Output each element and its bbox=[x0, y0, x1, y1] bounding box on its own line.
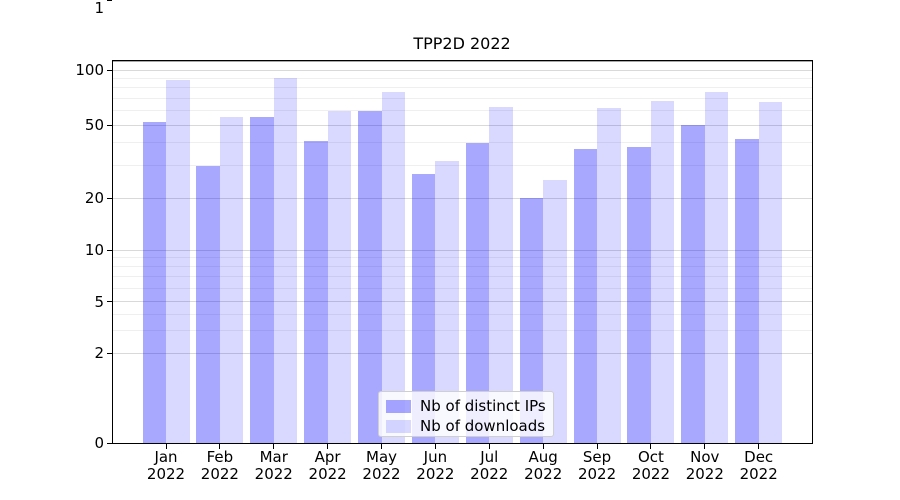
legend: Nb of distinct IPs Nb of downloads bbox=[378, 391, 554, 437]
gridline-50 bbox=[113, 124, 812, 126]
x-tick-feb bbox=[219, 444, 221, 449]
y-tick-2 bbox=[107, 352, 112, 354]
gridline-minor-4 bbox=[113, 313, 812, 315]
bar-downloads-feb bbox=[219, 117, 244, 443]
gridline-minor-6 bbox=[113, 287, 812, 289]
y-tick-0 bbox=[107, 442, 112, 444]
gridline-minor-9 bbox=[113, 257, 812, 259]
x-tick-jul bbox=[488, 444, 490, 449]
gridline-20 bbox=[113, 197, 812, 199]
y-tick-label-10: 10 bbox=[84, 241, 104, 259]
y-tick-label-100: 100 bbox=[75, 61, 104, 79]
bar-downloads-jan bbox=[166, 80, 190, 443]
gridline-2 bbox=[113, 352, 812, 354]
bar-downloads-aug bbox=[543, 180, 567, 443]
gridline-minor-3 bbox=[113, 329, 812, 331]
gridline-minor-7 bbox=[113, 276, 812, 278]
bar-ips-may bbox=[358, 110, 382, 443]
legend-item-downloads: Nb of downloads bbox=[379, 416, 553, 436]
y-tick-5 bbox=[107, 301, 112, 303]
y-tick-100 bbox=[107, 69, 112, 71]
y-tick-20 bbox=[107, 197, 112, 199]
bar-ips-apr bbox=[304, 140, 328, 443]
y-tick-10 bbox=[107, 249, 112, 251]
x-tick-sep bbox=[596, 444, 598, 449]
x-tick-label-jul: Jul 2022 bbox=[470, 448, 509, 483]
y-tick-1 bbox=[107, 0, 112, 1]
x-tick-dec bbox=[758, 444, 760, 449]
gridline-minor-80 bbox=[113, 87, 812, 89]
y-tick-label-0: 0 bbox=[94, 434, 104, 452]
x-tick-mar bbox=[273, 444, 275, 449]
legend-swatch-downloads bbox=[386, 419, 411, 433]
x-tick-aug bbox=[542, 444, 544, 449]
x-tick-may bbox=[381, 444, 383, 449]
gridline-minor-90 bbox=[113, 77, 812, 79]
bar-ips-jul bbox=[465, 142, 490, 443]
legend-swatch-distinct-ips bbox=[386, 399, 411, 413]
y-tick-50 bbox=[107, 124, 112, 126]
bar-downloads-nov bbox=[704, 91, 729, 443]
gridline-minor-40 bbox=[113, 142, 812, 144]
y-tick-label-2: 2 bbox=[94, 344, 104, 363]
bar-ips-dec bbox=[735, 138, 759, 443]
gridline-10 bbox=[113, 249, 812, 251]
x-tick-label-aug: Aug 2022 bbox=[524, 448, 563, 483]
x-tick-label-nov: Nov 2022 bbox=[685, 448, 724, 483]
bar-downloads-jun bbox=[435, 160, 459, 443]
gridline-minor-8 bbox=[113, 266, 812, 268]
bar-ips-jun bbox=[411, 174, 436, 443]
bar-ips-feb bbox=[196, 165, 220, 443]
bar-downloads-oct bbox=[650, 100, 675, 443]
x-tick-label-apr: Apr 2022 bbox=[308, 448, 347, 483]
gridline-minor-60 bbox=[113, 110, 812, 112]
x-tick-label-sep: Sep 2022 bbox=[577, 448, 617, 483]
bar-ips-sep bbox=[573, 149, 598, 443]
bar-ips-oct bbox=[627, 147, 651, 443]
gridline-5 bbox=[113, 301, 812, 303]
y-tick-label-20: 20 bbox=[84, 189, 104, 208]
x-tick-label-jan: Jan 2022 bbox=[146, 448, 186, 483]
bar-downloads-may bbox=[381, 91, 406, 443]
gridline-1 bbox=[113, 61, 812, 62]
bar-ips-jan bbox=[142, 121, 166, 443]
x-tick-apr bbox=[327, 444, 329, 449]
bar-downloads-dec bbox=[758, 101, 783, 443]
x-tick-nov bbox=[704, 444, 706, 449]
legend-item-distinct-ips: Nb of distinct IPs bbox=[379, 396, 553, 416]
y-tick-label-5: 5 bbox=[94, 292, 104, 311]
legend-label-distinct-ips: Nb of distinct IPs bbox=[420, 397, 546, 415]
bar-ips-nov bbox=[681, 125, 705, 443]
x-tick-jun bbox=[434, 444, 436, 449]
x-tick-label-dec: Dec 2022 bbox=[739, 448, 778, 483]
gridline-minor-30 bbox=[113, 165, 812, 167]
x-tick-label-may: May 2022 bbox=[362, 448, 401, 483]
plot-area bbox=[112, 60, 813, 444]
x-tick-oct bbox=[650, 444, 652, 449]
bar-ips-mar bbox=[250, 117, 274, 443]
x-tick-jan bbox=[165, 444, 167, 449]
gridline-minor-70 bbox=[113, 97, 812, 99]
gridline-100 bbox=[113, 69, 812, 71]
x-tick-label-jun: Jun 2022 bbox=[416, 448, 455, 483]
bar-ips-aug bbox=[519, 198, 544, 443]
bar-downloads-apr bbox=[327, 110, 352, 443]
legend-label-downloads: Nb of downloads bbox=[420, 417, 546, 435]
y-tick-label-50: 50 bbox=[84, 116, 104, 134]
bar-downloads-mar bbox=[273, 77, 298, 443]
x-tick-label-oct: Oct 2022 bbox=[631, 448, 670, 483]
x-tick-label-mar: Mar 2022 bbox=[254, 448, 293, 483]
chart-title: TPP2D 2022 bbox=[413, 34, 511, 53]
bar-downloads-sep bbox=[597, 107, 621, 443]
x-tick-label-feb: Feb 2022 bbox=[200, 448, 239, 483]
y-tick-label-1: 1 bbox=[94, 0, 104, 17]
bar-downloads-jul bbox=[489, 106, 513, 443]
